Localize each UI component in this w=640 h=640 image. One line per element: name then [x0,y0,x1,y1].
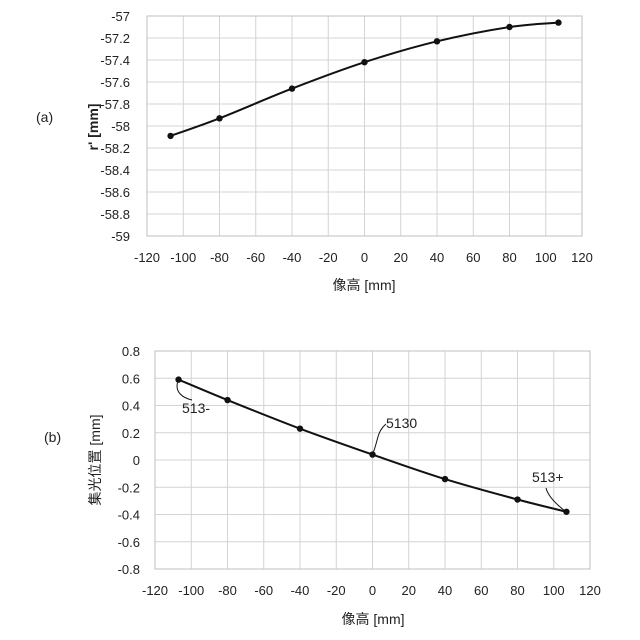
data-point [216,115,222,121]
x-tick-label: 0 [369,583,376,598]
x-tick-label: 0 [361,250,368,265]
x-tick-label: 60 [466,250,480,265]
x-tick-label: 120 [579,583,601,598]
y-tick-label: -59 [111,229,130,244]
y-tick-label: -57 [111,9,130,24]
y-tick-label: 0 [133,453,140,468]
x-axis-title-b: 像高 [mm] [342,611,405,627]
y-tick-label: -57.6 [100,75,130,90]
y-tick-label: -57.2 [100,31,130,46]
y-tick-label: -0.8 [118,562,140,577]
y-tick-label: -58.2 [100,141,130,156]
data-point [514,496,520,502]
x-tick-label: -120 [142,583,168,598]
y-tick-label: 0.2 [122,426,140,441]
x-tick-label: 100 [543,583,565,598]
y-tick-label: -58.8 [100,207,130,222]
chart-panel-b: (b) 集光位置 [mm] 像高 [mm] -120 -100 -80 -60 -40 -… [44,344,601,627]
callout-label: 5130 [386,415,417,431]
chart-panel-a: (a) r' [mm] 像高 [mm] -120 -100 -80 -60 -40 -20… [36,9,593,293]
x-tick-label: -60 [246,250,265,265]
y-tick-label: 0.6 [122,371,140,386]
x-tick-label: 80 [510,583,524,598]
data-point [297,425,303,431]
y-tick-label: -0.2 [118,480,140,495]
panel-label-a: (a) [36,109,53,125]
x-tick-label: 60 [474,583,488,598]
data-point [224,397,230,403]
y-tick-label: 0.8 [122,344,140,359]
y-tick-label: -58.4 [100,163,130,178]
callout-label: 513+ [532,469,564,485]
x-tick-label: -20 [319,250,338,265]
y-tick-label: -57.8 [100,97,130,112]
x-tick-label: 100 [535,250,557,265]
x-tick-label: 40 [430,250,444,265]
callout-leader [372,424,386,455]
data-point [167,133,173,139]
x-tick-label: -100 [170,250,196,265]
y-tick-label: -0.4 [118,508,140,523]
grid-b [155,351,590,569]
callout-label: 513- [182,400,210,416]
data-point [442,476,448,482]
data-point [506,24,512,30]
grid-a [147,16,582,236]
y-tick-label: -0.6 [118,535,140,550]
x-tick-label: 40 [438,583,452,598]
y-tick-label: -57.4 [100,53,130,68]
x-tick-label: -100 [178,583,204,598]
x-tick-label: -20 [327,583,346,598]
x-tick-label: 20 [394,250,408,265]
x-tick-label: 80 [502,250,516,265]
data-point [434,38,440,44]
data-point [175,376,181,382]
y-axis-title-b: 集光位置 [mm] [87,415,103,506]
x-tick-label: 20 [402,583,416,598]
x-tick-label: -40 [283,250,302,265]
y-axis-title-a: r' [mm] [85,104,101,151]
x-tick-label: 120 [571,250,593,265]
data-point [361,59,367,65]
x-tick-label: -40 [291,583,310,598]
x-axis-title-a: 像高 [mm] [333,277,396,293]
x-tick-label: -80 [218,583,237,598]
data-point [555,19,561,25]
panel-label-b: (b) [44,429,61,445]
data-point [563,509,569,515]
x-tick-label: -120 [134,250,160,265]
y-tick-label: -58 [111,119,130,134]
y-tick-label: -58.6 [100,185,130,200]
y-tick-label: 0.4 [122,399,140,414]
x-tick-label: -80 [210,250,229,265]
data-point [289,85,295,91]
x-tick-label: -60 [254,583,273,598]
